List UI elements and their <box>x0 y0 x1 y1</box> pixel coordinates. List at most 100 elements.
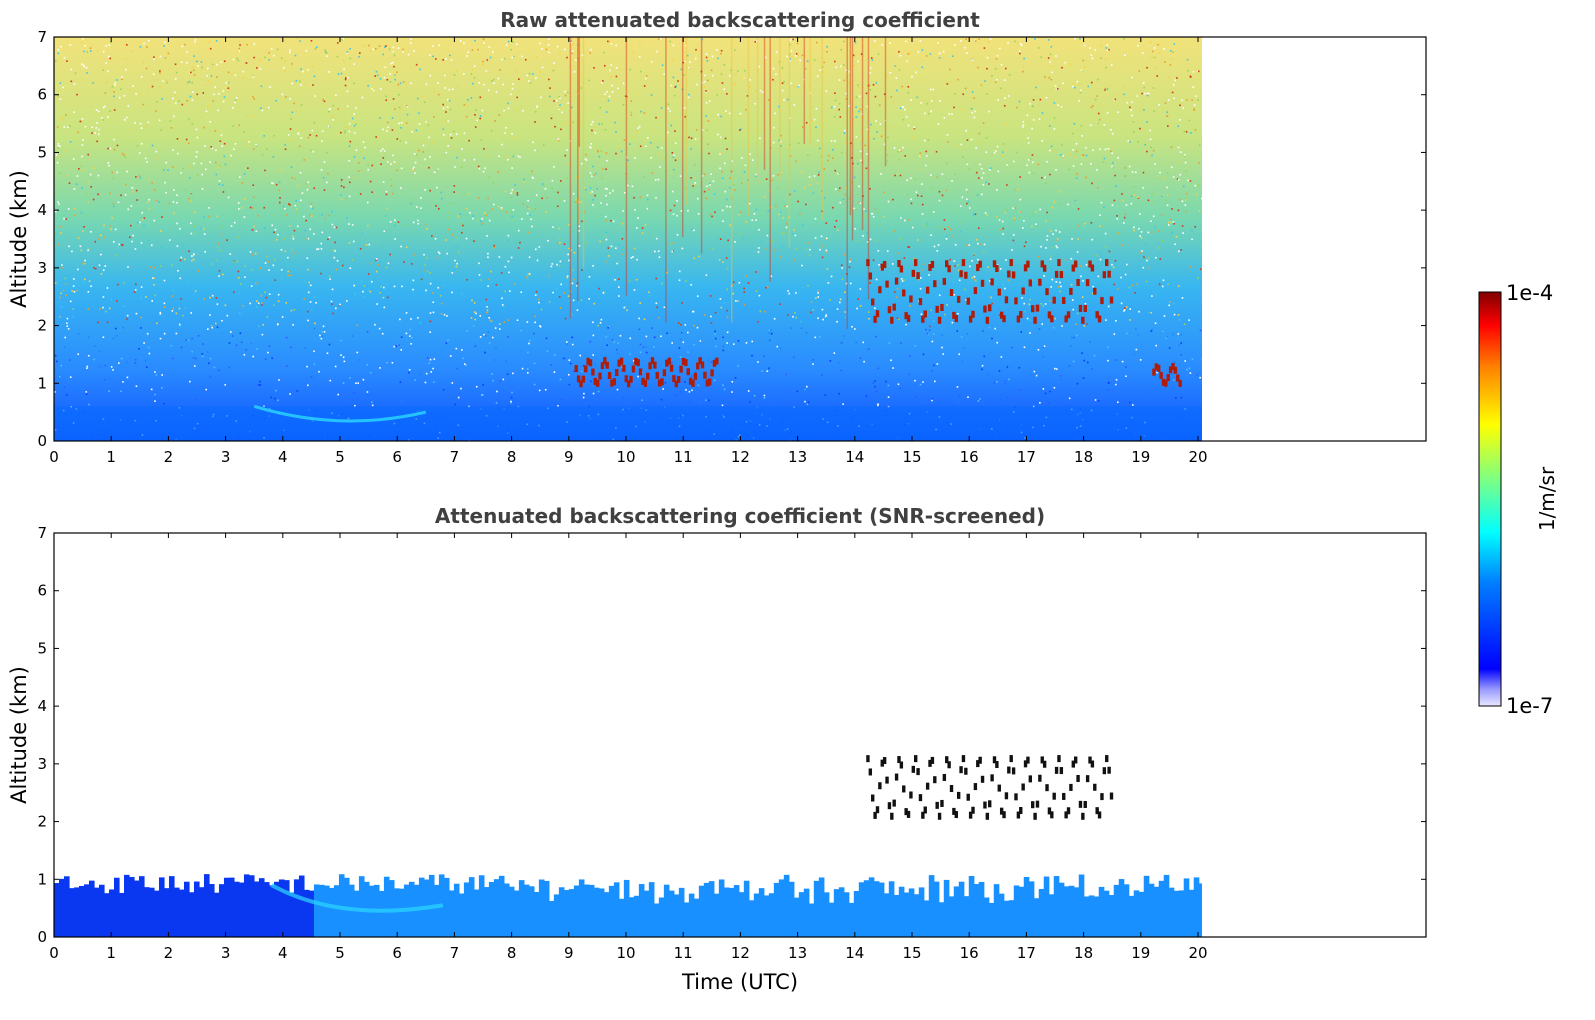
noise-pixel <box>797 85 800 88</box>
noise-pixel <box>148 178 150 181</box>
noise-pixel <box>392 61 394 64</box>
noise-pixel <box>886 160 889 163</box>
cloud-pixel <box>866 755 870 763</box>
noise-pixel <box>910 153 913 156</box>
noise-pixel <box>518 78 520 80</box>
noise-pixel <box>112 241 115 243</box>
noise-pixel <box>758 294 761 297</box>
noise-pixel <box>1199 329 1202 332</box>
noise-pixel <box>218 180 221 182</box>
noise-pixel <box>504 132 506 134</box>
noise-pixel <box>110 366 113 368</box>
cloud-pixel <box>1054 766 1059 774</box>
noise-pixel <box>1069 345 1072 347</box>
noise-pixel <box>1067 404 1070 407</box>
noise-pixel <box>196 97 199 100</box>
noise-pixel <box>603 51 605 54</box>
noise-pixel <box>1137 196 1139 198</box>
noise-pixel <box>521 218 523 220</box>
noise-pixel <box>571 52 574 54</box>
noise-pixel <box>569 362 572 365</box>
noise-pixel <box>1083 392 1086 395</box>
noise-pixel <box>182 244 185 247</box>
x-tick-label: 16 <box>960 448 979 466</box>
noise-pixel <box>999 268 1002 270</box>
cloud-pixel <box>1176 374 1180 382</box>
noise-pixel <box>536 259 539 262</box>
noise-pixel <box>1026 317 1029 320</box>
noise-pixel <box>480 139 483 141</box>
noise-pixel <box>453 74 456 76</box>
noise-pixel <box>424 381 427 384</box>
noise-pixel <box>957 78 960 81</box>
noise-pixel <box>292 235 294 238</box>
boundary-layer-column <box>183 881 190 937</box>
noise-pixel <box>487 252 489 255</box>
noise-pixel <box>57 155 59 157</box>
noise-pixel <box>305 219 307 222</box>
noise-pixel <box>666 332 668 335</box>
noise-pixel <box>735 300 737 302</box>
noise-pixel <box>1080 275 1082 278</box>
noise-pixel <box>1046 160 1048 163</box>
noise-pixel <box>331 210 333 213</box>
noise-pixel <box>919 383 922 386</box>
noise-pixel <box>808 242 810 244</box>
cloud-pixel <box>1054 270 1059 278</box>
noise-pixel <box>615 348 618 351</box>
noise-pixel <box>414 379 417 381</box>
noise-pixel <box>437 93 440 96</box>
noise-pixel <box>1145 280 1148 283</box>
noise-pixel <box>267 260 270 263</box>
noise-pixel <box>273 134 275 137</box>
noise-pixel <box>859 150 862 153</box>
cloud-pixel <box>1178 379 1182 387</box>
noise-pixel <box>207 215 210 218</box>
noise-pixel <box>1049 258 1052 260</box>
noise-pixel <box>629 353 631 356</box>
noise-pixel <box>180 172 182 174</box>
noise-pixel <box>259 380 261 383</box>
noise-pixel <box>1081 296 1084 298</box>
noise-pixel <box>727 239 729 242</box>
noise-pixel <box>1170 166 1173 169</box>
noise-pixel <box>734 49 736 51</box>
noise-pixel <box>1091 105 1094 107</box>
noise-pixel <box>132 191 134 193</box>
noise-pixel <box>774 80 777 83</box>
noise-pixel <box>878 224 881 227</box>
noise-pixel <box>233 221 236 224</box>
noise-pixel <box>1173 360 1176 363</box>
noise-pixel <box>1198 210 1201 212</box>
noise-pixel <box>927 139 930 141</box>
noise-pixel <box>1176 77 1178 79</box>
noise-pixel <box>130 50 133 52</box>
noise-pixel <box>227 87 230 90</box>
noise-pixel <box>233 260 236 263</box>
noise-pixel <box>397 83 400 86</box>
noise-pixel <box>937 123 940 125</box>
noise-pixel <box>1054 85 1057 87</box>
noise-pixel <box>1194 184 1197 187</box>
noise-pixel <box>90 50 92 52</box>
x-tick-label: 9 <box>564 944 574 962</box>
noise-pixel <box>819 336 821 338</box>
noise-pixel <box>271 224 274 227</box>
noise-pixel <box>861 113 863 115</box>
noise-pixel <box>195 128 198 131</box>
noise-pixel <box>786 222 788 225</box>
noise-pixel <box>756 40 758 43</box>
noise-pixel <box>1090 124 1092 127</box>
cloud-pixel <box>655 371 659 379</box>
noise-pixel <box>930 309 932 311</box>
noise-pixel <box>851 208 854 211</box>
noise-pixel <box>680 323 682 326</box>
noise-pixel <box>65 394 68 396</box>
noise-pixel <box>216 326 219 329</box>
noise-pixel <box>872 382 875 384</box>
noise-pixel <box>1175 236 1178 238</box>
noise-pixel <box>353 391 355 394</box>
noise-pixel <box>622 82 625 85</box>
cloud-pixel <box>1066 807 1071 815</box>
noise-pixel <box>73 188 76 190</box>
